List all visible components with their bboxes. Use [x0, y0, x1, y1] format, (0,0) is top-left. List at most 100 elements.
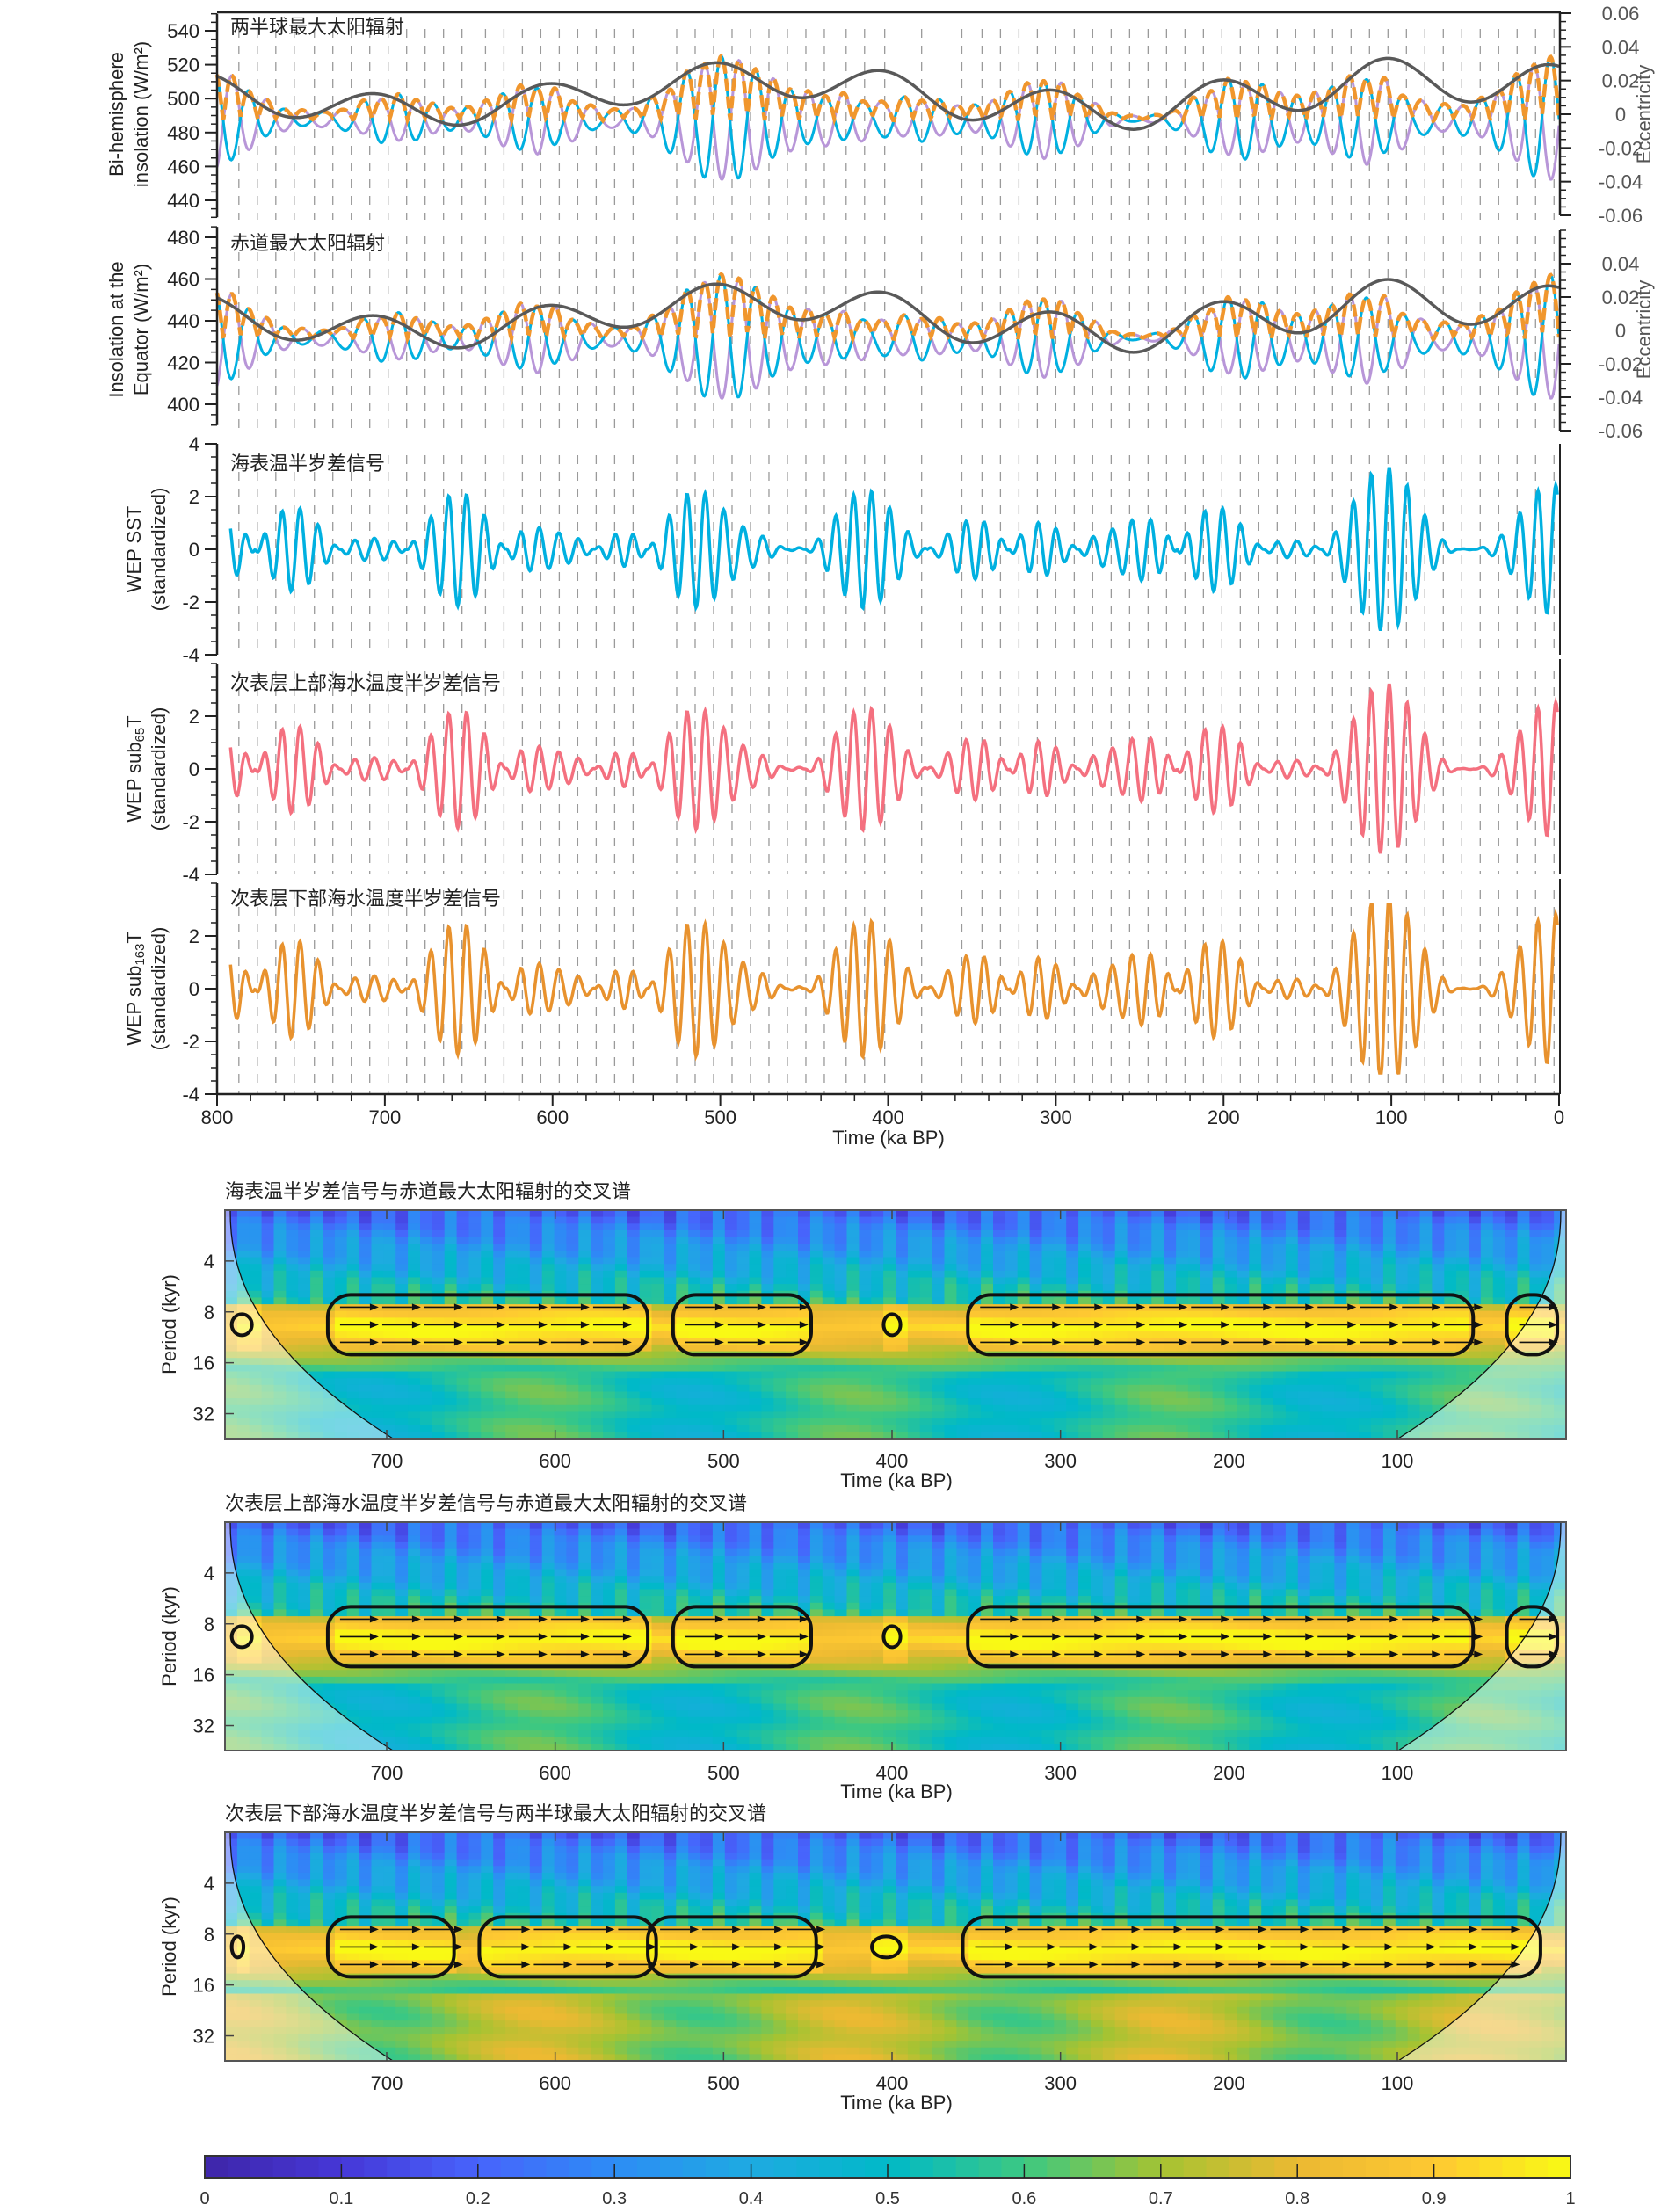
heatmap-cell [919, 1277, 933, 1285]
heatmap-cell [1469, 1210, 1482, 1218]
heatmap-cell [261, 1528, 275, 1536]
heatmap-cell [1444, 1310, 1457, 1318]
heatmap-cell [1078, 1250, 1092, 1258]
heatmap-cell [395, 1216, 409, 1224]
heatmap-cell [1054, 1398, 1067, 1406]
heatmap-cell [859, 1297, 872, 1305]
heatmap-cell [1224, 1398, 1238, 1406]
heatmap-cell [1041, 1310, 1055, 1318]
heatmap-cell [1261, 1257, 1274, 1265]
heatmap-cell [736, 1257, 751, 1265]
heatmap-cell [1285, 1284, 1299, 1292]
heatmap-cell [298, 1284, 311, 1292]
heatmap-cell [907, 1297, 921, 1305]
heatmap-cell [371, 1257, 384, 1265]
heatmap-cell [761, 1284, 774, 1292]
heatmap-cell [1091, 1384, 1104, 1392]
heatmap-cell [298, 1210, 311, 1218]
heatmap-cell [323, 1690, 336, 1698]
heatmap-cell [809, 1338, 823, 1345]
heatmap-cell [1187, 1344, 1201, 1353]
heatmap-cell [907, 1425, 921, 1432]
heatmap-cell [346, 1358, 360, 1366]
heatmap-cell [432, 1432, 446, 1440]
heatmap-cell [1066, 1344, 1079, 1353]
heatmap-cell [517, 1338, 531, 1345]
heatmap-cell [395, 1223, 409, 1231]
heatmap-cell [834, 1398, 848, 1406]
heatmap-cell [1456, 1344, 1469, 1353]
heatmap-cell [1371, 1237, 1384, 1244]
heatmap-cell [541, 1270, 555, 1278]
heatmap-cell [323, 1683, 336, 1691]
heatmap-cell [773, 1257, 787, 1265]
heatmap-cell [1224, 1324, 1238, 1332]
heatmap-cell [1432, 1264, 1445, 1272]
heatmap-cell [1371, 1324, 1384, 1332]
heatmap-cell [1541, 1358, 1555, 1366]
heatmap-cell [981, 1404, 994, 1412]
heatmap-cell [1200, 1216, 1214, 1224]
heatmap-cell [1017, 1398, 1031, 1406]
heatmap-cell [919, 1244, 933, 1251]
heatmap-cell [273, 1351, 287, 1359]
heatmap-cell [1492, 1216, 1506, 1224]
heatmap-cell [310, 1229, 323, 1238]
heatmap-cell [432, 1371, 446, 1379]
heatmap-cell [591, 1310, 604, 1318]
heatmap-cell [1407, 1310, 1421, 1318]
heatmap-cell [773, 1310, 787, 1318]
heatmap-cell [846, 1331, 860, 1338]
heatmap-cell [798, 1371, 811, 1379]
heatmap-cell [1407, 1210, 1421, 1218]
heatmap-cell [1505, 1358, 1519, 1366]
heatmap-cell [1078, 1216, 1092, 1224]
heatmap-cell [1505, 1425, 1519, 1432]
heatmap-cell [1444, 1324, 1457, 1332]
heatmap-cell [1444, 1210, 1457, 1218]
heatmap-cell [614, 1411, 628, 1419]
heatmap-cell [236, 1250, 250, 1258]
heatmap-cell [1224, 1250, 1238, 1258]
heatmap-cell [298, 1418, 311, 1426]
heatmap-cell [1176, 1317, 1189, 1325]
heatmap-cell [761, 1378, 774, 1386]
heatmap-cell [554, 1223, 568, 1231]
heatmap-cell [517, 1223, 531, 1231]
heatmap-cell [749, 1284, 762, 1292]
heatmap-cell [1176, 1237, 1189, 1244]
heatmap-cell [249, 1676, 263, 1685]
heatmap-cell [1444, 1425, 1457, 1432]
heatmap-cell [468, 1398, 482, 1406]
heatmap-cell [1005, 1310, 1019, 1318]
heatmap-cell [591, 1210, 604, 1218]
phase-arrow-head [1094, 1303, 1104, 1311]
heatmap-cell [273, 1371, 287, 1379]
heatmap-cell [1382, 1297, 1396, 1305]
heatmap-cell [1102, 1223, 1116, 1231]
heatmap-cell [761, 1425, 774, 1432]
heatmap-cell [1407, 1229, 1421, 1238]
heatmap-cell [444, 1398, 458, 1406]
heatmap-cell [1285, 1418, 1299, 1426]
heatmap-cell [809, 1324, 823, 1332]
heatmap-cell [859, 1244, 872, 1251]
heatmap-cell [1505, 1331, 1519, 1338]
heatmap-cell [1273, 1398, 1287, 1406]
heatmap-cell [1091, 1237, 1104, 1244]
heatmap-cell [1554, 1317, 1567, 1325]
heatmap-cell [249, 1324, 263, 1332]
y-label-subscript: 65 [133, 728, 148, 743]
heatmap-cell [249, 1730, 263, 1738]
heatmap-cell [1456, 1210, 1469, 1218]
heatmap-cell [603, 1257, 616, 1265]
heatmap-cell [1517, 1358, 1530, 1366]
heatmap-cell [1139, 1344, 1152, 1353]
heatmap-cell [822, 1391, 836, 1399]
heatmap-cell [968, 1324, 982, 1332]
heatmap-cell [1285, 1257, 1299, 1265]
heatmap-cell [481, 1378, 494, 1386]
phase-arrow-head [580, 1321, 590, 1329]
heatmap-cell [529, 1244, 543, 1251]
heatmap-cell [1541, 1432, 1555, 1440]
